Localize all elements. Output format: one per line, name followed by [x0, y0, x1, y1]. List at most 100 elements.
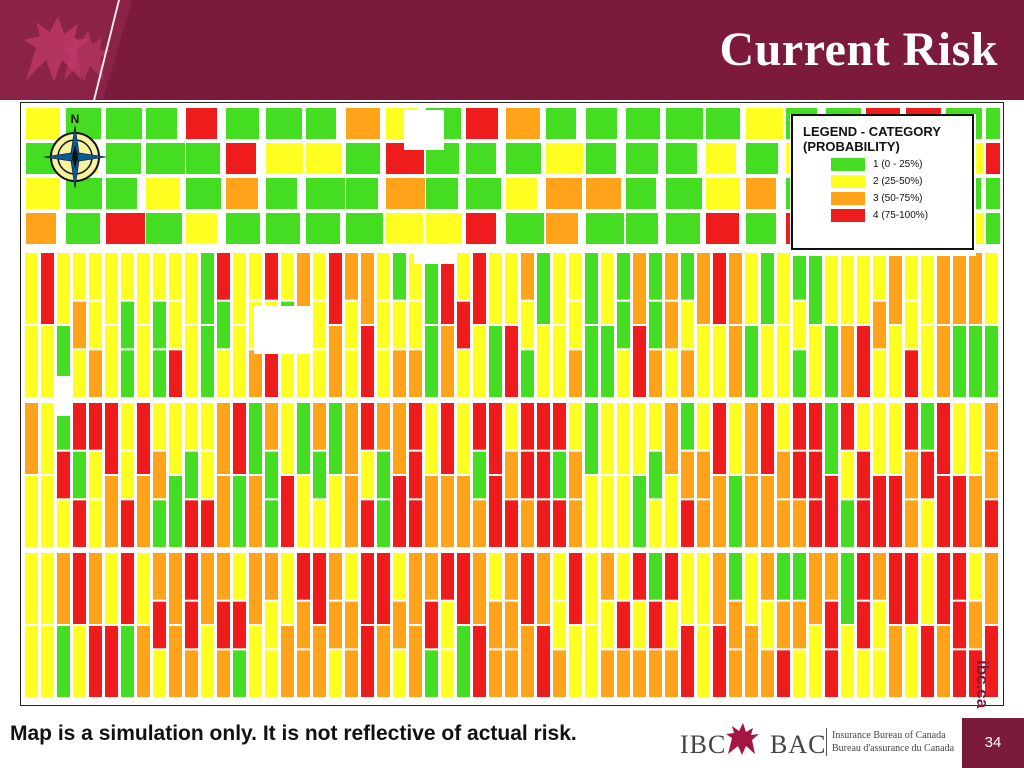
parcel	[306, 108, 336, 139]
parcel	[377, 403, 390, 450]
parcel	[905, 626, 918, 697]
parcel	[217, 553, 230, 600]
compass-icon: N	[43, 112, 107, 189]
parcel	[249, 626, 262, 697]
parcel	[313, 500, 326, 547]
parcel	[569, 500, 582, 547]
parcel	[265, 553, 278, 600]
parcel	[473, 500, 486, 547]
parcel	[953, 650, 966, 697]
parcel	[745, 326, 758, 397]
parcel	[793, 500, 806, 547]
parcel	[57, 500, 70, 547]
parcel	[393, 253, 406, 300]
parcel	[521, 500, 534, 547]
parcel	[226, 213, 260, 244]
parcel	[649, 553, 662, 600]
empty-lot	[404, 110, 444, 150]
parcel	[537, 553, 550, 624]
parcel	[506, 108, 540, 139]
parcel	[217, 476, 230, 547]
parcel	[953, 476, 966, 547]
parcel	[601, 253, 614, 324]
parcel	[121, 253, 134, 300]
empty-lot	[414, 246, 454, 264]
parcel	[746, 213, 776, 244]
parcel	[905, 253, 918, 300]
parcel	[377, 626, 390, 697]
parcel	[681, 626, 694, 697]
parcel	[313, 451, 326, 499]
parcel	[346, 178, 378, 209]
parcel	[521, 626, 534, 697]
logo-ibc-text: IBC	[680, 730, 727, 759]
parcel	[841, 253, 854, 324]
parcel	[233, 650, 246, 697]
parcel	[233, 403, 246, 474]
parcel	[441, 553, 454, 600]
parcel	[106, 213, 145, 244]
parcel	[25, 626, 38, 697]
parcel	[457, 626, 470, 697]
legend-item: 4 (75-100%)	[803, 209, 962, 222]
parcel	[506, 213, 544, 244]
legend-label: 1 (0 - 25%)	[873, 159, 923, 170]
parcel	[186, 108, 217, 139]
parcel	[146, 178, 180, 209]
parcel	[169, 350, 182, 397]
parcel	[569, 553, 582, 624]
empty-lot	[54, 376, 72, 416]
parcel	[706, 213, 739, 244]
parcel	[281, 403, 294, 474]
parcel	[706, 143, 736, 174]
parcel	[921, 403, 934, 450]
parcel	[313, 403, 326, 450]
legend-swatch	[831, 209, 865, 222]
parcel	[681, 500, 694, 547]
parcel	[617, 403, 630, 474]
parcel	[466, 143, 496, 174]
parcel	[729, 476, 742, 547]
parcel	[553, 500, 566, 547]
parcel	[746, 178, 776, 209]
parcel	[121, 626, 134, 697]
parcel	[345, 650, 358, 697]
parcel	[505, 601, 518, 649]
parcel	[121, 350, 134, 397]
parcel	[873, 350, 886, 397]
parcel	[41, 403, 54, 474]
parcel	[985, 326, 998, 397]
parcel	[777, 326, 790, 397]
parcel	[521, 403, 534, 450]
parcel	[361, 451, 374, 499]
parcel	[713, 626, 726, 697]
parcel	[777, 500, 790, 547]
parcel	[265, 601, 278, 649]
parcel	[185, 500, 198, 547]
parcel	[546, 108, 576, 139]
parcel	[713, 476, 726, 547]
parcel	[489, 476, 502, 547]
parcel	[57, 553, 70, 624]
parcel	[745, 476, 758, 547]
parcel	[73, 553, 86, 624]
slide-header: Current Risk	[0, 0, 1024, 100]
parcel	[825, 326, 838, 397]
parcel	[953, 553, 966, 600]
parcel	[697, 451, 710, 499]
legend-title-line1: LEGEND - CATEGORY	[803, 124, 941, 139]
parcel	[329, 326, 342, 397]
parcel	[361, 553, 374, 624]
parcel	[281, 553, 294, 624]
parcel	[41, 253, 54, 324]
parcel	[953, 326, 966, 397]
parcel	[841, 326, 854, 397]
parcel	[889, 403, 902, 474]
parcel	[25, 553, 38, 624]
parcel	[729, 650, 742, 697]
parcel	[441, 650, 454, 697]
parcel	[761, 403, 774, 474]
parcel	[777, 601, 790, 649]
parcel	[473, 553, 486, 624]
parcel	[905, 500, 918, 547]
